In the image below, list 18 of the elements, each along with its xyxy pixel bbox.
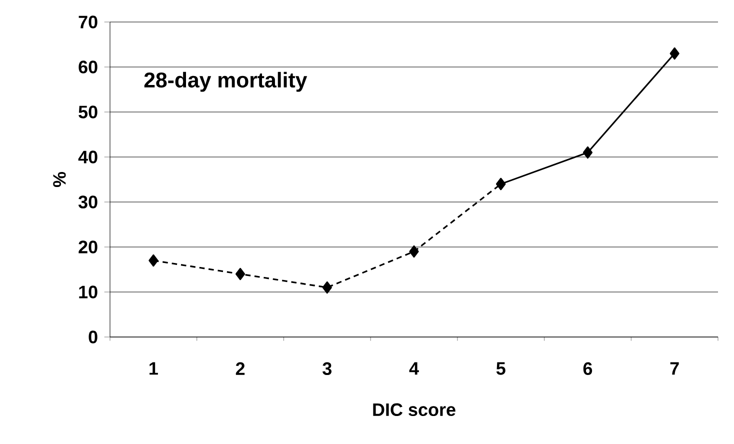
- x-tick-label: 3: [322, 362, 332, 376]
- annotation: 28-day mortality: [144, 72, 308, 92]
- y-tick-label: 70: [78, 16, 98, 28]
- y-tick-label: 50: [78, 106, 98, 118]
- y-tick-label: 30: [78, 196, 98, 208]
- x-tick-label: 2: [236, 362, 245, 375]
- x-axis-title: DIC score: [373, 403, 456, 416]
- y-tick-label: 10: [79, 286, 98, 298]
- x-tick-label: 5: [496, 362, 506, 375]
- x-tick-label: 7: [670, 362, 679, 375]
- x-tick-label: 1: [150, 362, 158, 375]
- y-axis-title: %: [53, 172, 66, 188]
- x-tick-label: 4: [409, 362, 419, 375]
- y-tick-label: 40: [78, 150, 98, 164]
- x-tick-label: 6: [583, 362, 592, 376]
- y-tick-label: 0: [88, 330, 98, 344]
- y-tick-label: 20: [78, 240, 98, 254]
- y-tick-label: 60: [78, 60, 98, 74]
